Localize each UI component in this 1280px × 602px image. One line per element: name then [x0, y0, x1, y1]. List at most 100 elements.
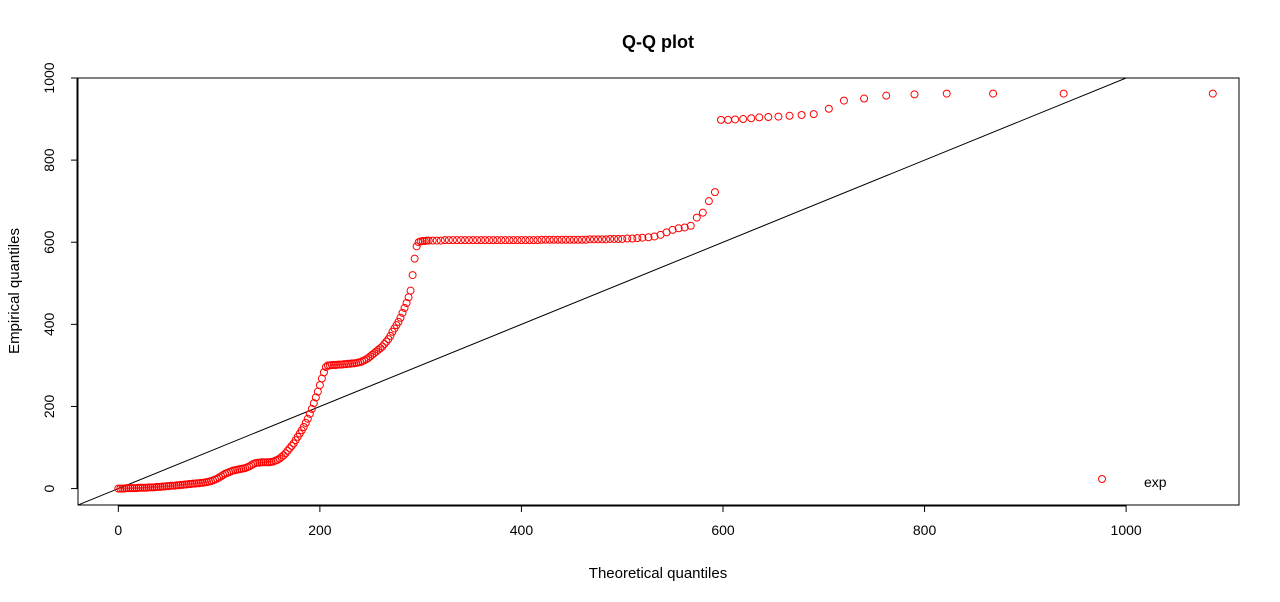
data-point: [138, 483, 147, 492]
data-point: [485, 236, 494, 245]
data-point: [192, 479, 201, 488]
data-point: [245, 462, 254, 471]
legend-label: exp: [1144, 474, 1167, 490]
data-point: [158, 482, 167, 491]
data-point: [739, 115, 748, 124]
data-point: [261, 458, 270, 467]
data-point: [344, 359, 353, 368]
data-point: [477, 236, 486, 245]
data-point: [305, 409, 314, 418]
data-point: [501, 236, 510, 245]
data-point: [152, 482, 161, 491]
data-point: [116, 484, 125, 493]
data-point: [408, 271, 417, 280]
reference-line: [78, 78, 1127, 505]
data-point: [764, 113, 773, 122]
data-point: [315, 381, 324, 390]
data-point: [628, 234, 637, 243]
data-point: [396, 313, 405, 322]
data-point: [505, 236, 514, 245]
x-tick-label: 0: [114, 522, 122, 538]
data-point: [824, 104, 833, 113]
data-point: [418, 236, 427, 245]
y-tick-label: 1000: [41, 62, 57, 93]
data-point: [134, 483, 143, 492]
data-point: [565, 235, 574, 244]
data-point: [710, 188, 719, 197]
data-point: [114, 484, 123, 493]
data-point: [263, 458, 272, 467]
y-tick-label: 800: [41, 148, 57, 172]
data-point: [253, 458, 262, 467]
points-layer: [114, 89, 1217, 493]
data-point: [698, 208, 707, 217]
data-point: [398, 308, 407, 317]
data-point: [553, 235, 562, 244]
data-point: [529, 236, 538, 245]
x-tick-label: 800: [913, 522, 937, 538]
data-point: [473, 236, 482, 245]
data-point: [336, 360, 345, 369]
data-point: [444, 236, 453, 245]
data-point: [162, 482, 171, 491]
plot-frame: [77, 77, 1240, 506]
y-tick-label: 400: [41, 312, 57, 336]
data-point: [283, 446, 292, 455]
data-point: [561, 235, 570, 244]
data-point: [299, 422, 308, 431]
x-tick-label: 600: [711, 522, 735, 538]
data-point: [432, 236, 441, 245]
data-point: [1059, 89, 1068, 98]
data-point: [148, 483, 157, 492]
data-point: [360, 356, 369, 365]
data-point: [598, 235, 607, 244]
data-point: [146, 483, 155, 492]
data-point: [674, 224, 683, 233]
data-point: [386, 331, 395, 340]
data-point: [942, 89, 951, 98]
data-point: [166, 481, 175, 490]
data-point: [257, 458, 266, 467]
data-point: [797, 110, 806, 119]
data-point: [533, 236, 542, 245]
data-point: [668, 225, 677, 234]
data-point: [376, 344, 385, 353]
y-tick-label: 0: [41, 484, 57, 492]
data-point: [118, 484, 127, 493]
data-point: [461, 236, 469, 245]
data-point: [606, 234, 615, 243]
data-point: [731, 115, 740, 124]
data-point: [273, 455, 282, 464]
data-point: [497, 236, 506, 245]
chart-title: Q-Q plot: [622, 32, 694, 52]
data-point: [259, 458, 268, 467]
data-point: [319, 368, 328, 377]
data-point: [633, 234, 642, 243]
data-point: [860, 94, 869, 103]
data-point: [594, 235, 603, 244]
data-point: [525, 236, 534, 245]
data-point: [382, 337, 391, 346]
data-point: [785, 111, 794, 120]
data-point: [680, 223, 689, 232]
x-tick-label: 400: [510, 522, 534, 538]
data-point: [184, 480, 193, 489]
data-point: [537, 235, 546, 244]
data-point: [327, 360, 336, 369]
data-point: [585, 235, 594, 244]
data-point: [287, 441, 296, 450]
data-point: [513, 236, 522, 245]
data-point: [124, 484, 133, 493]
data-point: [281, 449, 290, 458]
data-point: [724, 115, 733, 124]
data-point: [279, 451, 288, 460]
data-point: [692, 213, 701, 222]
data-point: [910, 90, 919, 99]
data-point: [650, 232, 659, 241]
data-point: [424, 236, 433, 245]
data-point: [168, 481, 177, 490]
data-point: [301, 418, 310, 427]
data-point: [217, 472, 226, 481]
data-point: [323, 361, 332, 370]
data-point: [747, 114, 756, 123]
